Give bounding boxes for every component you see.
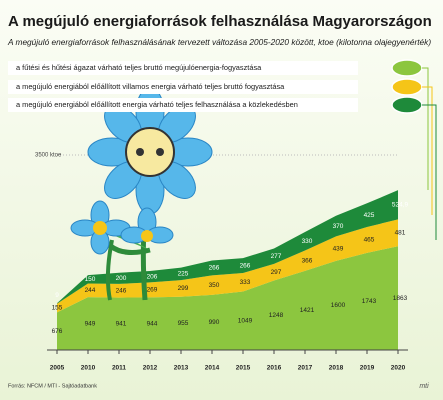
value-label: 524,9 [392, 202, 409, 209]
value-label: 155 [52, 305, 63, 312]
value-label: 150 [85, 276, 96, 283]
legend-swatch [391, 59, 423, 77]
x-tick-label: 2017 [298, 365, 313, 372]
x-tick-label: 2013 [174, 365, 189, 372]
x-tick-label: 2020 [391, 365, 406, 372]
value-label: 676 [52, 328, 63, 335]
x-tick-label: 2005 [50, 365, 65, 372]
logo: mti [419, 383, 429, 390]
value-label: 366 [302, 257, 313, 264]
x-tick-label: 2010 [81, 365, 96, 372]
chart-title: A megújuló energiaforrások felhasználása… [8, 13, 432, 30]
value-label: 9 [55, 292, 59, 299]
value-label: 269 [147, 287, 158, 294]
value-label: 266 [240, 262, 251, 269]
value-label: 941 [116, 321, 127, 328]
x-tick-label: 2018 [329, 365, 344, 372]
value-label: 350 [209, 282, 220, 289]
value-label: 439 [333, 245, 344, 252]
value-label: 277 [271, 253, 282, 260]
chart-subtitle: A megújuló energiaforrások felhasználásá… [7, 37, 431, 47]
value-label: 481 [395, 230, 406, 237]
legend-connector [422, 104, 437, 240]
value-label: 266 [209, 265, 220, 272]
legend-box [8, 61, 358, 75]
legend-swatch [391, 96, 423, 114]
value-label: 333 [240, 279, 251, 286]
value-label: 244 [85, 287, 96, 294]
x-tick-label: 2012 [143, 365, 158, 372]
value-label: 990 [209, 319, 220, 326]
legend-box [8, 80, 358, 94]
x-tick-label: 2016 [267, 365, 282, 372]
value-label: 949 [85, 320, 96, 327]
source: Forrás: NFCM / MTI - Sajtóadatbank [8, 383, 97, 389]
value-label: 425 [364, 212, 375, 219]
legend-label: a megújuló energiából előállított villam… [16, 82, 285, 91]
value-label: 225 [178, 271, 189, 278]
legend-box [8, 98, 358, 112]
value-label: 370 [333, 223, 344, 230]
value-label: 1421 [300, 307, 315, 314]
x-tick-label: 2011 [112, 365, 126, 372]
value-label: 330 [302, 238, 313, 245]
value-label: 465 [364, 237, 375, 244]
value-label: 299 [178, 285, 189, 292]
value-label: 206 [147, 273, 158, 280]
x-tick-label: 2014 [205, 365, 220, 372]
legend-swatch [391, 78, 423, 96]
value-label: 1743 [362, 298, 377, 305]
value-label: 1248 [269, 312, 284, 319]
value-label: 944 [147, 320, 158, 327]
value-label: 200 [116, 275, 127, 282]
value-label: 1049 [238, 317, 253, 324]
flower-illustration [70, 87, 213, 301]
y-tick-label: 3500 ktoe [35, 153, 62, 159]
x-tick-label: 2015 [236, 365, 251, 372]
legend-label: a fűtési és hűtési ágazat várható teljes… [16, 63, 262, 72]
legend-connector [422, 67, 429, 190]
legend-connector [422, 86, 433, 215]
value-label: 246 [116, 287, 127, 294]
area [57, 246, 398, 350]
x-tick-label: 2019 [360, 365, 375, 372]
value-label: 955 [178, 320, 189, 327]
value-label: 1600 [331, 302, 346, 309]
value-label: 1863 [393, 295, 408, 302]
value-label: 297 [271, 269, 282, 276]
legend-label: a megújuló energiából előállított energi… [16, 100, 298, 109]
